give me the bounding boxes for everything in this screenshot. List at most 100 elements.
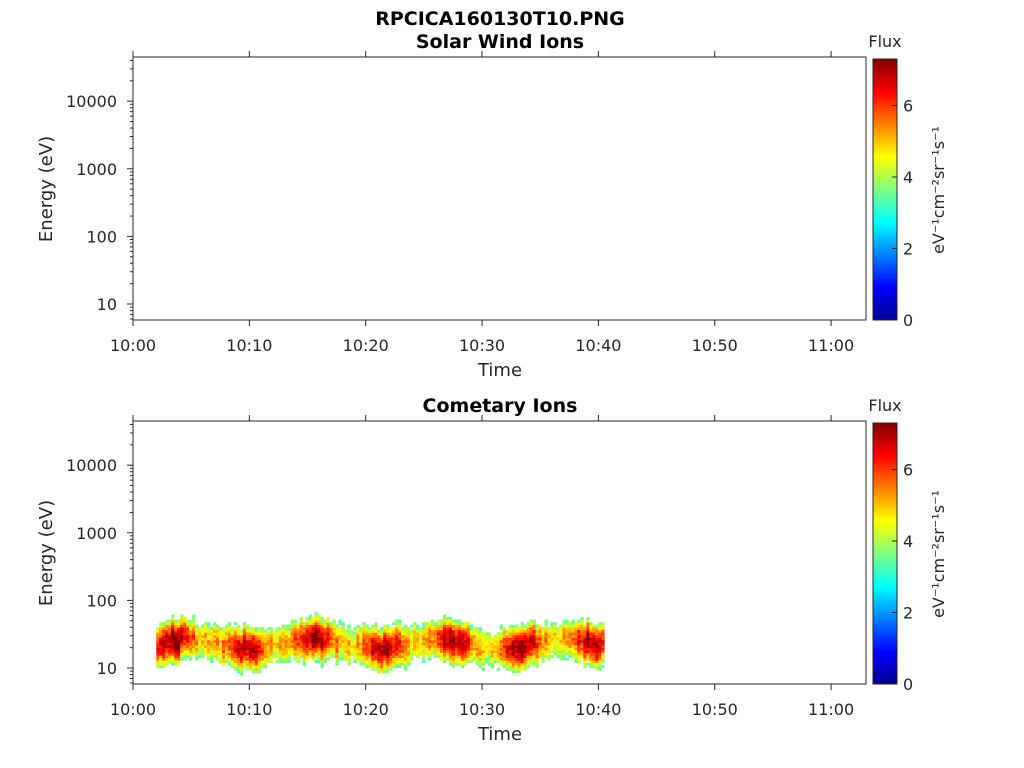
heatmap-cell xyxy=(475,655,480,659)
heatmap-cell xyxy=(487,655,492,659)
heatmap-cell xyxy=(320,650,324,653)
heatmap-cell xyxy=(469,644,474,648)
heatmap-cell xyxy=(508,639,513,643)
heatmap-cell xyxy=(532,657,536,661)
heatmap-cell xyxy=(511,637,516,641)
heatmap-cell xyxy=(183,647,187,651)
heatmap-cell xyxy=(514,644,519,648)
heatmap-cell xyxy=(374,662,378,666)
heatmap-cell xyxy=(439,634,444,638)
heatmap-cell xyxy=(568,642,572,646)
heatmap-cell xyxy=(410,624,414,628)
heatmap-cell xyxy=(514,657,519,661)
heatmap-cell xyxy=(236,624,241,628)
heatmap-cell xyxy=(580,650,584,653)
heatmap-cell xyxy=(490,642,495,646)
heatmap-cell xyxy=(311,637,315,641)
heatmap-cell xyxy=(490,660,495,664)
heatmap-cell xyxy=(177,624,181,628)
heatmap-cell xyxy=(245,624,250,628)
heatmap-cell xyxy=(431,644,435,648)
heatmap-cell xyxy=(192,624,196,628)
heatmap-cell xyxy=(371,624,375,628)
heatmap-cell xyxy=(583,624,587,628)
figure-title: RPCICA160130T10.PNG xyxy=(375,8,625,30)
heatmap-cell xyxy=(266,647,271,651)
heatmap-cell xyxy=(263,665,268,669)
heatmap-cell xyxy=(523,650,527,653)
heatmap-cell xyxy=(278,655,283,659)
heatmap-cell xyxy=(434,647,438,651)
heatmap-cell xyxy=(460,647,465,651)
heatmap-cell xyxy=(577,644,581,648)
heatmap-cell xyxy=(221,634,226,638)
heatmap-cell xyxy=(484,652,489,656)
heatmap-cell xyxy=(428,627,432,631)
heatmap-cell xyxy=(326,622,330,626)
heatmap-cell xyxy=(532,647,536,651)
heatmap-cell xyxy=(359,657,363,661)
heatmap-cell xyxy=(532,624,536,628)
heatmap-cell xyxy=(251,629,256,633)
heatmap-cell xyxy=(216,655,220,659)
heatmap-cell xyxy=(210,650,214,653)
heatmap-cell xyxy=(448,617,453,621)
heatmap-cell xyxy=(401,639,405,643)
heatmap-cell xyxy=(451,634,456,638)
heatmap-cell xyxy=(574,655,578,659)
heatmap-cell xyxy=(236,667,241,671)
heatmap-cell xyxy=(550,622,554,626)
heatmap-cell xyxy=(359,655,363,659)
heatmap-cell xyxy=(230,662,235,666)
heatmap-cell xyxy=(248,639,253,643)
heatmap-cell xyxy=(329,644,333,648)
heatmap-cell xyxy=(171,627,175,631)
heatmap-cell xyxy=(407,647,411,651)
heatmap-cell xyxy=(544,624,548,628)
heatmap-cell xyxy=(496,652,501,656)
heatmap-cell xyxy=(425,637,429,641)
heatmap-cell xyxy=(541,650,545,653)
heatmap-cell xyxy=(245,647,250,651)
heatmap-cell xyxy=(287,637,292,641)
heatmap-cell xyxy=(242,639,247,643)
heatmap-cell xyxy=(520,622,524,626)
heatmap-cell xyxy=(365,627,369,631)
heatmap-cell xyxy=(365,644,369,648)
heatmap-cell xyxy=(568,634,572,638)
heatmap-cell xyxy=(505,660,510,664)
heatmap-cell xyxy=(472,647,477,651)
heatmap-cell xyxy=(326,629,330,633)
heatmap-cell xyxy=(457,629,462,633)
heatmap-cell xyxy=(562,655,566,659)
heatmap-cell xyxy=(257,655,262,659)
heatmap-cell xyxy=(269,647,274,651)
heatmap-cell xyxy=(159,634,163,638)
heatmap-cell xyxy=(478,657,483,661)
heatmap-cell xyxy=(192,617,196,621)
heatmap-cell xyxy=(436,642,441,646)
heatmap-cell xyxy=(586,652,590,656)
heatmap-cell xyxy=(401,632,405,636)
heatmap-cell xyxy=(230,642,235,646)
heatmap-cell xyxy=(248,650,253,653)
heatmap-cell xyxy=(526,637,530,641)
heatmap-cell xyxy=(192,639,196,643)
heatmap-cell xyxy=(162,644,166,648)
heatmap-cell xyxy=(302,624,306,628)
heatmap-cell xyxy=(260,632,265,636)
heatmap-cell xyxy=(493,652,498,656)
heatmap-cell xyxy=(311,639,315,643)
heatmap-cell xyxy=(368,660,372,664)
heatmap-cell xyxy=(236,650,241,653)
heatmap-cell xyxy=(577,647,581,651)
heatmap-cell xyxy=(314,655,318,659)
heatmap-cell xyxy=(404,632,408,636)
heatmap-cell xyxy=(392,639,396,643)
heatmap-cell xyxy=(263,644,268,648)
heatmap-cell xyxy=(335,629,339,633)
heatmap-cell xyxy=(180,639,184,643)
heatmap-cell xyxy=(251,667,256,671)
heatmap-cell xyxy=(236,657,241,661)
heatmap-cell xyxy=(514,634,519,638)
